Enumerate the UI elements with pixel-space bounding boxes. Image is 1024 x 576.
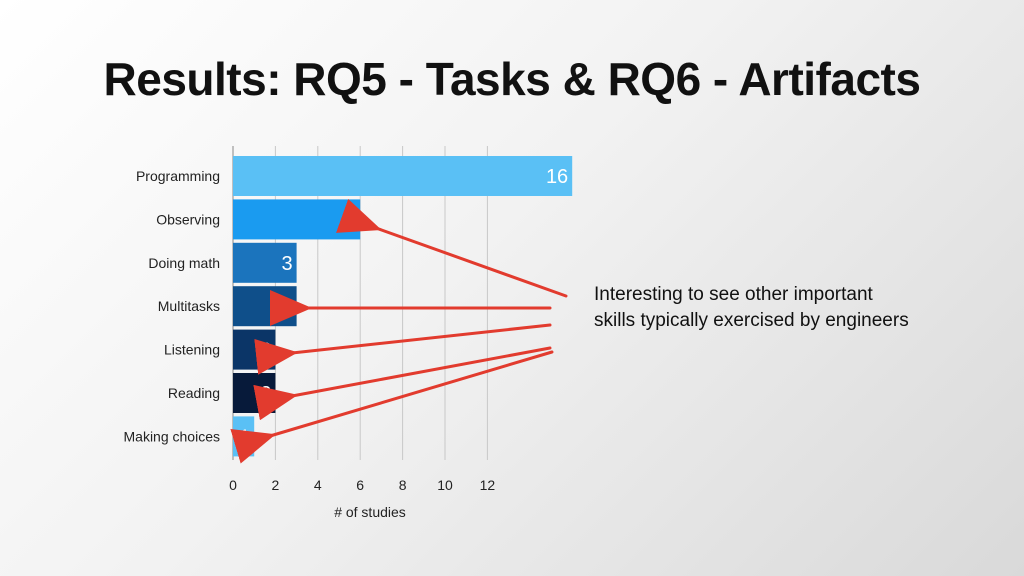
data-label: 2 [260, 340, 271, 362]
data-label: 3 [281, 253, 292, 275]
category-label: Reading [168, 385, 220, 401]
arrow-to-observing [336, 198, 568, 298]
category-label: Doing math [148, 255, 220, 271]
annotation-note: Interesting to see other important skill… [594, 282, 994, 334]
arrow-to-reading [253, 346, 552, 421]
x-tick-label: 6 [356, 477, 364, 493]
bar-doing-math [233, 242, 297, 283]
arrow-to-making-choices [230, 350, 554, 464]
x-tick-label: 0 [229, 477, 237, 493]
data-label: 16 [546, 166, 568, 188]
x-tick-label: 2 [272, 477, 280, 493]
data-label: 1 [239, 426, 250, 448]
x-tick-label: 8 [399, 477, 407, 493]
data-label: 6 [345, 209, 356, 231]
note-line-1: Interesting to see other important [594, 284, 873, 305]
category-label: Observing [156, 211, 220, 227]
category-label: Making choices [124, 428, 221, 444]
bar-programming [233, 156, 573, 196]
category-label: Listening [164, 342, 220, 358]
arrow-to-listening [254, 323, 552, 375]
category-label: Programming [136, 168, 220, 184]
note-line-2: skills typically exercised by engineers [594, 310, 909, 331]
bar-observing [233, 199, 361, 240]
category-label: Multitasks [158, 298, 220, 314]
slide-title: Results: RQ5 - Tasks & RQ6 - Artifacts [103, 53, 921, 105]
x-tick-label: 12 [480, 477, 496, 493]
data-label: 3 [281, 296, 292, 318]
x-tick-label: 10 [437, 477, 453, 493]
x-tick-label: 4 [314, 477, 322, 493]
x-axis-label: # of studies [334, 504, 406, 520]
data-label: 2 [260, 383, 271, 405]
